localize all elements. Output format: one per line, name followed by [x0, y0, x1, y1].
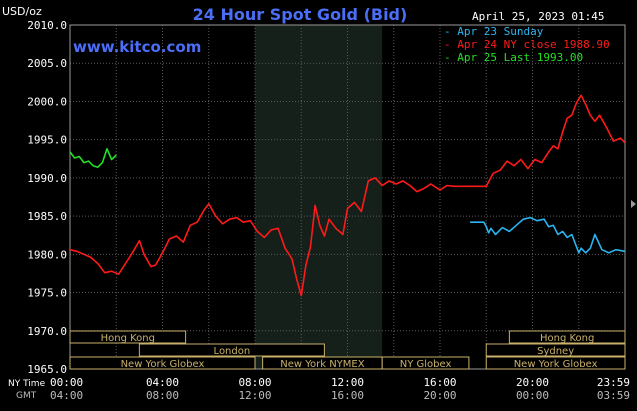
session-bar: Hong Kong	[508, 330, 626, 344]
series-line	[69, 148, 117, 168]
session-bar: Hong Kong	[69, 330, 187, 344]
y-tick-label: 1985.0	[27, 210, 67, 223]
brand-watermark[interactable]: www.kitco.com	[73, 38, 201, 56]
x-tick-labels: 00:0004:0004:0008:0008:0012:0012:0016:00…	[50, 376, 630, 402]
y-tick-label: 1975.0	[27, 287, 67, 300]
session-label: New York NYMEX	[280, 359, 365, 370]
legend-entry: - Apr 23 Sunday	[444, 25, 544, 38]
session-bar: New York Globex	[69, 356, 256, 370]
session-bar: New York Globex	[485, 356, 626, 370]
x-tick-label-ny: 08:00	[238, 376, 271, 389]
ny-time-label: NY Time	[8, 379, 46, 389]
x-tick-label-ny: 23:59	[597, 376, 630, 389]
session-label: London	[214, 346, 251, 357]
y-tick-labels: 2010.0 2005.0 2000.0 1995.0 1990.0 1985.0 1980…	[27, 19, 67, 376]
session-label: Hong Kong	[540, 333, 594, 344]
session-box	[508, 330, 626, 344]
y-tick-label: 1995.0	[27, 134, 67, 147]
series-line	[470, 216, 625, 254]
x-tick-label-ny: 12:00	[331, 376, 364, 389]
night-band	[255, 25, 383, 369]
legend: - Apr 23 Sunday- Apr 24 NY close 1988.90…	[444, 25, 610, 64]
session-bar: Sydney	[485, 343, 626, 357]
x-tick-label-gmt: 00:00	[516, 389, 549, 402]
y-tick-label: 1980.0	[27, 248, 67, 261]
y-tick-label: 2005.0	[27, 57, 67, 70]
series-line	[69, 94, 626, 297]
scroll-arrow-right[interactable]	[631, 200, 636, 208]
x-tick-label-gmt: 12:00	[238, 389, 271, 402]
gmt-label: GMT	[16, 391, 37, 401]
session-box	[69, 356, 256, 370]
x-tick-label-gmt: 04:00	[50, 389, 83, 402]
session-bar: NY Globex	[381, 356, 470, 370]
session-box	[138, 343, 325, 357]
session-box	[381, 356, 470, 370]
chart-title: 24 Hour Spot Gold (Bid)	[193, 5, 408, 24]
legend-entry: - Apr 25 Last 1993.00	[444, 51, 583, 64]
arrow-right-icon[interactable]	[631, 200, 636, 208]
y-tick-label: 1990.0	[27, 172, 67, 185]
series-lines	[69, 94, 626, 297]
session-label: New York Globex	[514, 359, 598, 370]
x-tick-label-gmt: 16:00	[331, 389, 364, 402]
y-tick-label: 2010.0	[27, 19, 67, 32]
date-time: April 25, 2023 01:45	[472, 10, 604, 23]
x-tick-label-gmt: 08:00	[146, 389, 179, 402]
x-tick-label-ny: 00:00	[50, 376, 83, 389]
session-label: Hong Kong	[101, 333, 155, 344]
session-box	[69, 330, 187, 344]
x-tick-label-ny: 04:00	[146, 376, 179, 389]
y-tick-label: 1970.0	[27, 325, 67, 338]
session-bar: New York NYMEX	[262, 356, 383, 370]
x-tick-label-gmt: 03:59	[597, 389, 630, 402]
x-tick-label-ny: 20:00	[516, 376, 549, 389]
session-bar: London	[138, 343, 325, 357]
x-tick-label-ny: 16:00	[423, 376, 456, 389]
y-tick-label: 2000.0	[27, 95, 67, 108]
session-label: NY Globex	[400, 359, 452, 370]
session-box	[485, 343, 626, 357]
session-label: New York Globex	[121, 359, 205, 370]
x-tick-label-gmt: 20:00	[423, 389, 456, 402]
legend-entry: - Apr 24 NY close 1988.90	[444, 38, 610, 51]
session-box	[485, 356, 626, 370]
unit-label: USD/oz	[2, 5, 42, 18]
session-bars: Hong Kong London New York Globex New York N…	[69, 330, 626, 370]
session-label: Sydney	[537, 346, 574, 357]
y-tick-label: 1965.0	[27, 363, 67, 376]
